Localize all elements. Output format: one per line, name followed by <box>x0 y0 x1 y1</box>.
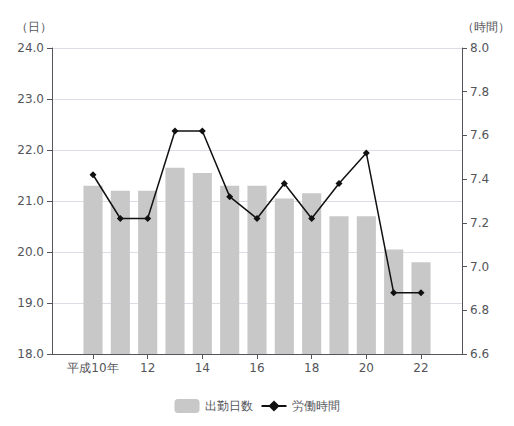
svg-text:18.0: 18.0 <box>17 347 44 361</box>
svg-text:19.0: 19.0 <box>17 296 44 310</box>
svg-text:24.0: 24.0 <box>17 41 44 55</box>
svg-text:7.2: 7.2 <box>470 216 489 230</box>
svg-text:7.8: 7.8 <box>470 85 489 99</box>
svg-text:平成10年: 平成10年 <box>67 361 118 375</box>
svg-text:12: 12 <box>140 361 155 375</box>
svg-text:23.0: 23.0 <box>17 92 44 106</box>
svg-text:7.6: 7.6 <box>470 128 489 142</box>
svg-text:6.8: 6.8 <box>470 303 489 317</box>
svg-text:7.0: 7.0 <box>470 260 489 274</box>
svg-text:21.0: 21.0 <box>17 194 44 208</box>
svg-text:8.0: 8.0 <box>470 41 489 55</box>
svg-text:（日）: （日） <box>16 20 52 34</box>
svg-text:6.6: 6.6 <box>470 347 489 361</box>
svg-text:7.4: 7.4 <box>470 172 489 186</box>
svg-text:20: 20 <box>359 361 374 375</box>
svg-text:18: 18 <box>304 361 319 375</box>
svg-text:16: 16 <box>249 361 264 375</box>
svg-text:労働時間: 労働時間 <box>292 399 340 413</box>
svg-text:20.0: 20.0 <box>17 245 44 259</box>
svg-text:14: 14 <box>195 361 210 375</box>
svg-text:（時間）: （時間） <box>462 20 510 34</box>
svg-text:22: 22 <box>413 361 428 375</box>
svg-text:出勤日数: 出勤日数 <box>205 399 253 413</box>
svg-text:22.0: 22.0 <box>17 143 44 157</box>
